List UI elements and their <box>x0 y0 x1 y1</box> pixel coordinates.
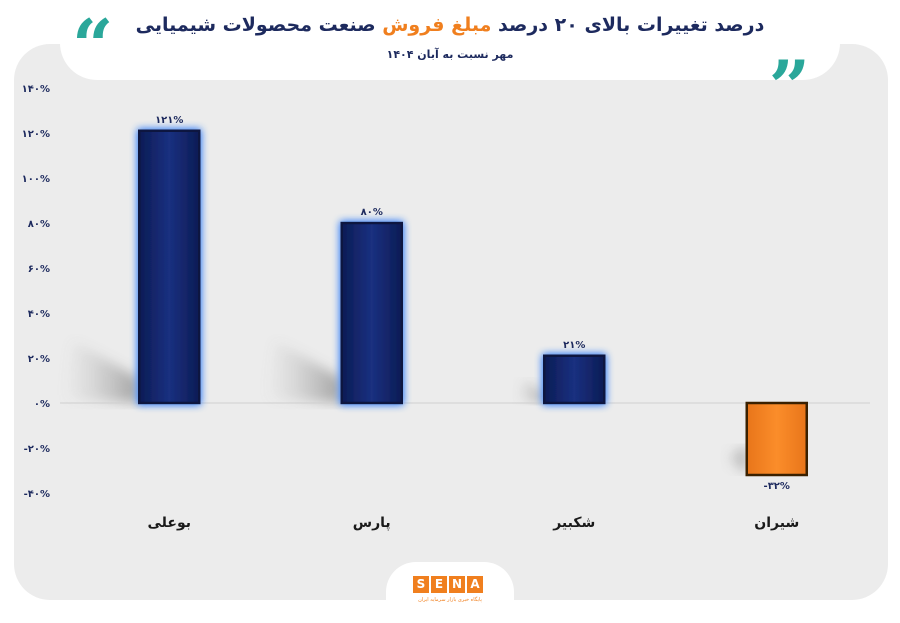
bar <box>138 129 201 405</box>
data-label: ۱۲۱% <box>155 115 183 126</box>
y-tick-label: ۲۰% <box>28 354 50 365</box>
x-category-label: بوعلی <box>148 515 191 531</box>
logo-letter: S <box>413 576 429 593</box>
data-label: ۸۰% <box>361 207 383 218</box>
title-banner <box>60 6 840 80</box>
y-tick-label: -۴۰% <box>24 489 50 500</box>
data-label: ۲۱% <box>563 340 585 351</box>
x-category-label: پارس <box>353 515 391 531</box>
y-tick-label: ۶۰% <box>28 264 50 275</box>
logo-letter: E <box>431 576 447 593</box>
logo-letter: A <box>467 576 483 593</box>
sena-logo: S E N A <box>413 576 483 593</box>
x-category-label: شکبیر <box>552 515 595 531</box>
y-tick-label: ۴۰% <box>28 309 50 320</box>
bar-shadow <box>515 379 545 403</box>
logo-tagline: پایگاه خبری بازار سرمایه ایران <box>418 597 482 603</box>
x-category-label: شیران <box>754 515 799 531</box>
y-tick-label: ۸۰% <box>28 219 50 230</box>
data-label: -۳۲% <box>764 481 790 492</box>
bar <box>543 354 606 405</box>
chart-title: درصد تغییرات بالای ۲۰ درصد مبلغ فروش صنع… <box>135 14 765 36</box>
y-tick-label: -۲۰% <box>24 444 50 455</box>
chart-subtitle: مهر نسبت به آبان ۱۴۰۴ <box>386 48 514 61</box>
bar-shadow <box>264 340 342 403</box>
y-tick-label: ۱۴۰% <box>22 84 50 95</box>
title-highlight: مبلغ فروش <box>382 14 492 36</box>
quote-close-icon: „ <box>770 3 812 88</box>
quote-open-icon: “ <box>72 3 114 88</box>
y-tick-label: ۰% <box>34 399 50 410</box>
bar <box>340 221 403 405</box>
y-tick-label: ۱۰۰% <box>22 174 50 185</box>
bar-shadow <box>62 340 140 403</box>
bar <box>745 401 808 477</box>
bar-shadow <box>722 446 747 473</box>
y-tick-label: ۱۲۰% <box>22 129 50 140</box>
logo-letter: N <box>449 576 465 593</box>
